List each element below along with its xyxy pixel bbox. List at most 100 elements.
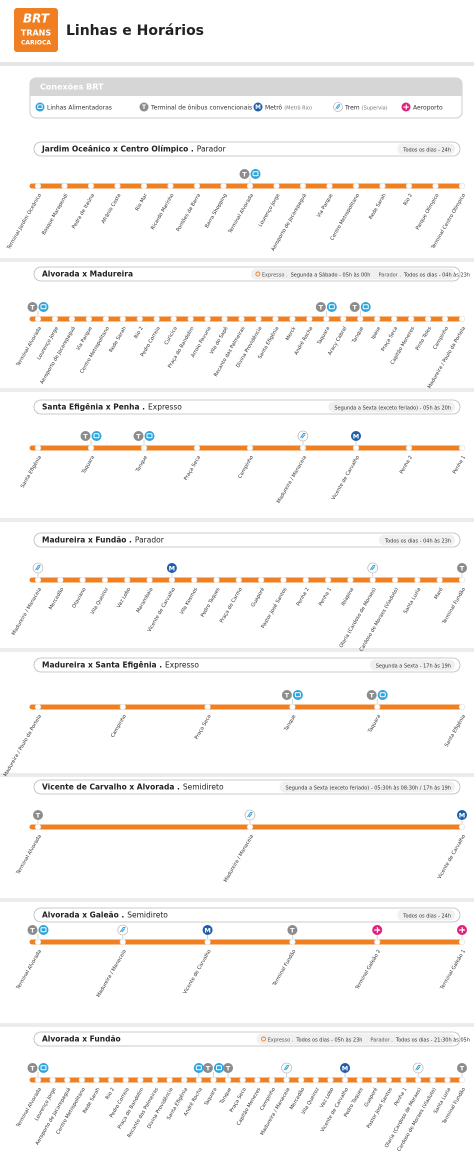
station-marker xyxy=(68,315,76,323)
terminal-icon xyxy=(239,169,250,179)
icon-symbol: M xyxy=(255,105,261,111)
station-marker xyxy=(122,1076,129,1084)
connection-icon xyxy=(213,1063,224,1073)
route-title: Madureira x Santa Efigênia . Expresso xyxy=(42,661,199,670)
connection-icon xyxy=(372,925,383,935)
station-marker xyxy=(119,315,126,323)
station-marker xyxy=(34,703,42,711)
train-glyph xyxy=(119,927,126,933)
connection-icon xyxy=(377,690,388,700)
station-marker xyxy=(255,315,262,323)
schedule-service: Expresso . xyxy=(262,272,288,278)
station-marker xyxy=(458,703,466,711)
station-marker xyxy=(79,576,86,584)
metro-icon xyxy=(202,925,213,935)
legend-note: (Metrô Rio) xyxy=(284,104,312,111)
bus-icon xyxy=(377,690,388,700)
icon-symbol: M xyxy=(169,564,175,572)
train-icon xyxy=(117,924,129,936)
schedule-days: Segunda a Sexta (exceto feriado) - 05h à… xyxy=(334,404,451,411)
station-marker xyxy=(374,703,381,711)
bus-glyph xyxy=(40,927,47,933)
schedule-days: Todos os dias - 04h às 23h xyxy=(403,271,470,278)
legend-label-text: Aeroporto xyxy=(413,104,443,111)
station-marker xyxy=(146,576,153,584)
logo-text: CARIOCA xyxy=(21,40,51,47)
station-marker xyxy=(289,938,296,946)
connection-icon: T xyxy=(315,302,326,312)
bus-glyph xyxy=(40,1065,47,1071)
route-kind: Parador xyxy=(135,536,165,545)
connection-icon: M xyxy=(457,810,467,820)
icon-symbol: T xyxy=(319,303,324,311)
connection-icon: T xyxy=(33,810,43,820)
train-icon xyxy=(333,102,343,112)
connection-icon xyxy=(244,809,256,821)
station-marker xyxy=(326,182,333,190)
plane-glyph xyxy=(374,927,381,933)
station-marker xyxy=(374,938,381,946)
connection-icon xyxy=(401,102,411,112)
schedule-text: Segunda a Sexta (exceto feriado) - 05:30… xyxy=(285,784,451,791)
icon-symbol: T xyxy=(353,303,358,311)
route-title-bar xyxy=(33,657,461,673)
station-marker xyxy=(283,1076,290,1084)
train-icon xyxy=(281,1062,292,1074)
schedule-text: Expresso . Segunda a Sábado - 05h às 00h P… xyxy=(262,271,470,278)
connection-icon: T xyxy=(27,302,38,312)
icon-symbol: T xyxy=(83,432,88,440)
station-marker xyxy=(400,1076,407,1084)
station-marker xyxy=(34,576,42,584)
schedule-text: Todos os dias - 04h às 23h xyxy=(384,537,451,544)
connection-icon: T xyxy=(239,169,250,179)
schedule-box xyxy=(279,781,455,793)
legend-label-text: Linhas Alimentadoras xyxy=(47,104,112,111)
connection-icon xyxy=(333,102,343,112)
plane-glyph xyxy=(459,927,465,933)
train-glyph xyxy=(247,812,253,818)
schedule-service: Parador . xyxy=(370,1037,393,1043)
route-name: Jardim Oceânico x Centro Olímpico . xyxy=(41,145,194,154)
train-icon xyxy=(297,430,309,442)
connection-icon xyxy=(193,1063,204,1073)
plane-glyph xyxy=(403,104,409,110)
connection-icon: T xyxy=(223,1063,234,1073)
separator xyxy=(0,388,474,392)
station-marker xyxy=(289,315,296,323)
station-marker xyxy=(167,182,174,190)
connection-icon: M xyxy=(253,102,263,112)
station-marker xyxy=(78,1076,85,1084)
route-title: Santa Efigênia x Penha . Expresso xyxy=(42,403,182,412)
train-glyph xyxy=(369,565,376,571)
station-marker xyxy=(414,576,421,584)
schedule: Expresso . Todos os dias - 05h às 23h Para… xyxy=(256,1033,470,1045)
station-marker xyxy=(374,315,381,323)
terminal-icon xyxy=(27,925,38,935)
icon-symbol: T xyxy=(142,105,146,111)
station-marker xyxy=(101,576,109,584)
station-marker xyxy=(238,315,245,323)
bus-icon xyxy=(38,1063,49,1073)
schedule-box xyxy=(369,659,455,671)
station-marker xyxy=(325,576,332,584)
station-marker xyxy=(258,576,265,584)
station-marker xyxy=(268,1076,276,1084)
connection-icon: T xyxy=(27,1063,38,1073)
connection-icon xyxy=(281,1062,292,1074)
station-marker xyxy=(436,576,443,584)
route-name: Madureira x Santa Efigênia . xyxy=(42,661,162,670)
station-marker xyxy=(102,315,109,323)
legend-label: Trem (Supervia) xyxy=(344,104,388,111)
schedule-days: Segunda a Sábado - 05h às 00h xyxy=(291,271,371,278)
station-marker xyxy=(204,938,211,946)
connection-icon xyxy=(35,102,45,112)
schedule-text: Segunda a Sexta - 17h às 19h xyxy=(376,662,451,669)
connection-icon: M xyxy=(340,1063,351,1073)
express-marker xyxy=(261,1036,267,1042)
bus-glyph xyxy=(93,433,100,439)
station-marker xyxy=(323,315,330,323)
connection-icon: M xyxy=(202,925,213,935)
bus-glyph xyxy=(146,433,153,439)
